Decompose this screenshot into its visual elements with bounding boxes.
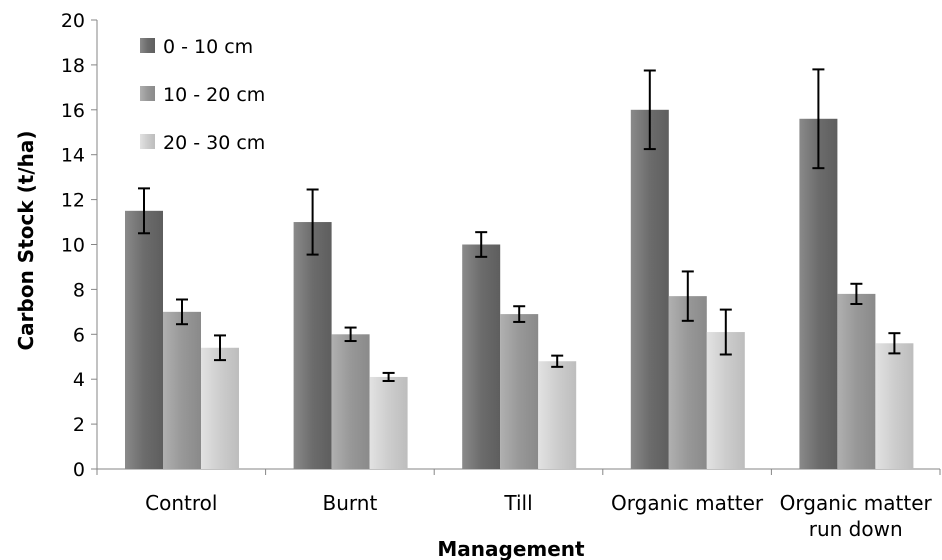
x-tick-label: run down xyxy=(809,517,903,541)
legend-swatch xyxy=(140,134,155,149)
x-tick-label: Control xyxy=(145,491,217,515)
bar xyxy=(125,210,163,469)
y-axis-title: Carbon Stock (t/ha) xyxy=(14,131,38,351)
legend-label: 0 - 10 cm xyxy=(163,36,253,58)
x-tick-label: Organic matter xyxy=(611,491,764,515)
y-tick-label: 14 xyxy=(61,145,85,167)
x-tick-label: Till xyxy=(503,491,532,515)
y-tick-label: 0 xyxy=(73,459,85,481)
legend-swatch xyxy=(140,86,155,101)
bar xyxy=(668,296,707,469)
bar xyxy=(799,118,838,469)
bar xyxy=(837,293,876,469)
legend: 0 - 10 cm 10 - 20 cm 20 - 30 cm xyxy=(140,36,265,154)
bar xyxy=(293,222,332,469)
bar xyxy=(462,244,501,469)
error-bars xyxy=(138,68,901,382)
y-tick-label: 12 xyxy=(61,190,85,212)
labels: 0 2 4 6 8 10 12 14 16 18 20 Control Burnt Till Organic… xyxy=(14,10,933,560)
bar xyxy=(201,347,239,469)
bar xyxy=(630,109,669,470)
bar xyxy=(500,314,539,469)
y-tick-label: 18 xyxy=(61,55,85,77)
y-tick-label: 6 xyxy=(73,324,85,346)
x-tick-label: Burnt xyxy=(323,491,378,515)
x-tick-label: Organic matter xyxy=(780,491,933,515)
legend-label: 20 - 30 cm xyxy=(163,132,265,154)
y-tick-label: 10 xyxy=(61,235,85,257)
bar xyxy=(331,334,370,469)
legend-swatch xyxy=(140,38,155,53)
bar xyxy=(369,376,408,469)
x-axis-title: Management xyxy=(437,537,585,560)
y-tick-label: 2 xyxy=(73,414,85,436)
bar xyxy=(538,361,577,469)
y-tick-label: 4 xyxy=(73,369,85,391)
y-tick-label: 20 xyxy=(61,10,85,32)
y-tick-label: 16 xyxy=(61,100,85,122)
y-tick-label: 8 xyxy=(73,279,85,301)
legend-label: 10 - 20 cm xyxy=(163,84,265,106)
bar xyxy=(163,311,201,469)
bars xyxy=(125,109,914,470)
bar xyxy=(875,343,914,469)
